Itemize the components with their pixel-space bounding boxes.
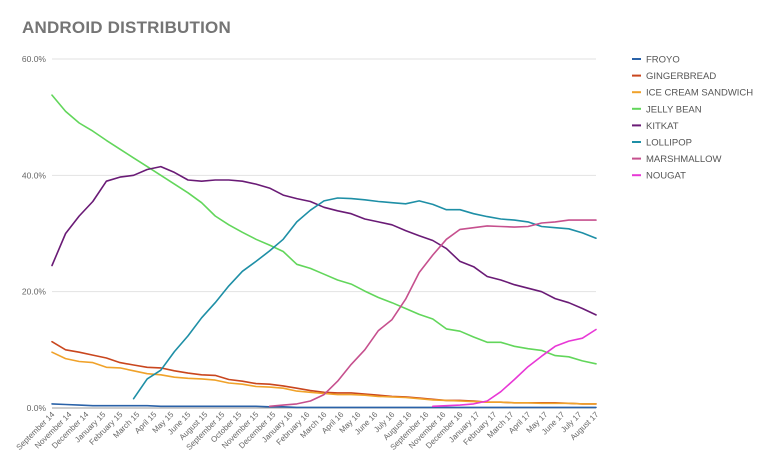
legend-label: ICE CREAM SANDWICH (646, 88, 753, 99)
legend-label: FROYO (646, 55, 680, 66)
chart-title: ANDROID DISTRIBUTION (22, 18, 231, 37)
series-line (51, 165, 597, 316)
series-line (432, 328, 597, 408)
series-line (268, 219, 597, 408)
series-line (51, 94, 597, 365)
y-tick-label: 40.0% (22, 170, 47, 180)
y-tick-label: 0.0% (27, 403, 47, 413)
legend-label: KITKAT (646, 121, 679, 132)
legend-label: LOLLIPOP (646, 138, 692, 149)
series-line (132, 197, 597, 400)
series-line (51, 351, 597, 405)
legend-label: JELLY BEAN (646, 104, 702, 115)
y-tick-label: 20.0% (22, 287, 47, 297)
legend-label: GINGERBREAD (646, 71, 716, 82)
series-line (51, 403, 597, 409)
legend-label: NOUGAT (646, 171, 686, 182)
legend-label: MARSHMALLOW (646, 154, 722, 165)
y-tick-label: 60.0% (22, 54, 47, 64)
